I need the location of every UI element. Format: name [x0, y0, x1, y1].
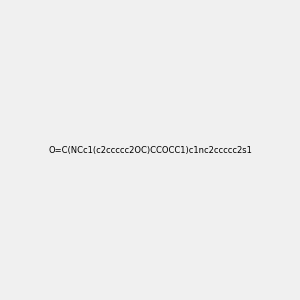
Text: O=C(NCc1(c2ccccc2OC)CCOCC1)c1nc2ccccc2s1: O=C(NCc1(c2ccccc2OC)CCOCC1)c1nc2ccccc2s1: [48, 146, 252, 154]
